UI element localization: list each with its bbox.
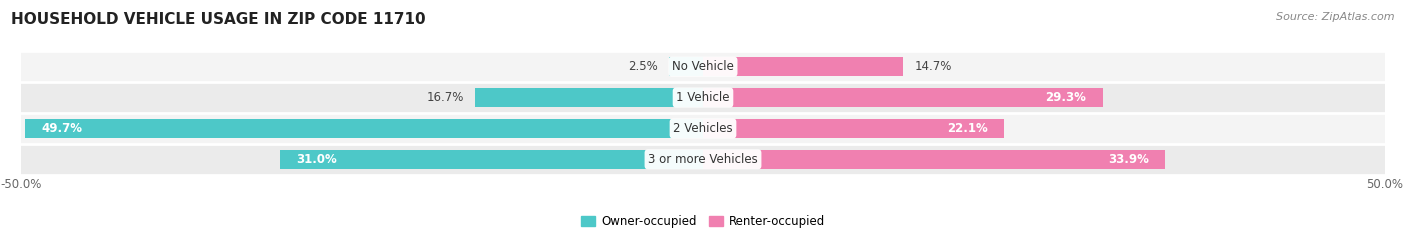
Bar — [703, 88, 1102, 107]
Bar — [475, 88, 703, 107]
Text: 16.7%: 16.7% — [427, 91, 464, 104]
Text: 49.7%: 49.7% — [42, 122, 83, 135]
Text: 3 or more Vehicles: 3 or more Vehicles — [648, 153, 758, 166]
Legend: Owner-occupied, Renter-occupied: Owner-occupied, Renter-occupied — [576, 211, 830, 233]
Bar — [703, 119, 1004, 138]
Text: 2.5%: 2.5% — [628, 60, 658, 73]
Text: 29.3%: 29.3% — [1045, 91, 1087, 104]
Bar — [703, 150, 1166, 169]
Text: No Vehicle: No Vehicle — [672, 60, 734, 73]
Bar — [669, 57, 703, 76]
Bar — [21, 113, 1385, 144]
Bar — [21, 51, 1385, 82]
Text: HOUSEHOLD VEHICLE USAGE IN ZIP CODE 11710: HOUSEHOLD VEHICLE USAGE IN ZIP CODE 1171… — [11, 12, 426, 27]
Bar — [21, 82, 1385, 113]
Text: 14.7%: 14.7% — [914, 60, 952, 73]
Text: 31.0%: 31.0% — [297, 153, 337, 166]
Bar — [25, 119, 703, 138]
Text: 1 Vehicle: 1 Vehicle — [676, 91, 730, 104]
Text: Source: ZipAtlas.com: Source: ZipAtlas.com — [1277, 12, 1395, 22]
Text: 22.1%: 22.1% — [948, 122, 988, 135]
Bar — [280, 150, 703, 169]
Text: 2 Vehicles: 2 Vehicles — [673, 122, 733, 135]
Text: 33.9%: 33.9% — [1108, 153, 1149, 166]
Bar — [21, 144, 1385, 175]
Bar — [703, 57, 904, 76]
